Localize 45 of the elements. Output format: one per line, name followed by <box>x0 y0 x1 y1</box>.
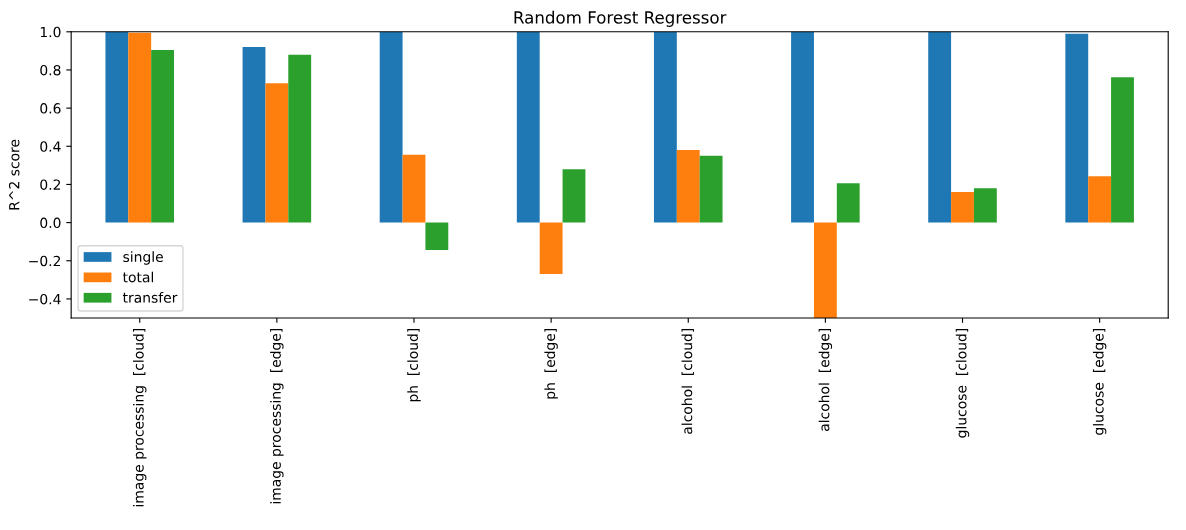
bar <box>951 192 974 223</box>
x-tick-label: glucose [edge] <box>1092 328 1107 435</box>
y-tick-label: 0.4 <box>40 141 61 152</box>
bar <box>791 31 814 223</box>
bar <box>402 154 426 223</box>
bar <box>265 83 289 223</box>
bar <box>539 222 563 275</box>
x-tick-label: alcohol [edge] <box>818 328 833 431</box>
bar <box>699 155 723 223</box>
bar <box>151 49 175 223</box>
y-tick-label: 0.0 <box>40 217 61 229</box>
x-tick-label: glucose [cloud] <box>955 328 970 438</box>
x-tick-label: ph [cloud] <box>407 328 421 402</box>
legend-label: total <box>122 271 154 283</box>
x-tick-label: image processing [cloud] <box>133 328 147 507</box>
y-tick-label: −0.4 <box>29 293 61 305</box>
bar <box>928 31 952 223</box>
x-tick-label: image processing [edge] <box>270 328 284 504</box>
bar <box>425 222 449 250</box>
y-tick-label: 0.2 <box>40 179 61 190</box>
bar <box>105 31 129 223</box>
bar <box>562 169 586 223</box>
x-tick-label: alcohol [cloud] <box>681 328 694 434</box>
bar <box>1065 33 1089 223</box>
bar <box>1088 176 1112 223</box>
bar <box>676 150 700 223</box>
y-axis-title: R^2 score <box>8 139 20 210</box>
bar <box>288 54 312 223</box>
legend-label: single <box>123 251 163 265</box>
bar <box>813 222 837 318</box>
y-tick-label: 1.0 <box>40 26 61 38</box>
chart-title: Random Forest Regressor <box>514 10 727 27</box>
bar <box>653 31 677 223</box>
bar <box>836 183 860 223</box>
bar <box>379 31 403 223</box>
y-tick-label: 0.6 <box>40 103 61 114</box>
bar <box>516 31 540 223</box>
x-tick-label: ph [edge] <box>544 328 558 399</box>
bar <box>242 47 266 223</box>
legend-label: transfer <box>122 292 178 303</box>
y-tick-label: 0.8 <box>40 64 61 76</box>
bar <box>128 32 152 223</box>
bar <box>1111 77 1134 223</box>
y-tick-label: −0.2 <box>29 255 61 267</box>
bar <box>973 188 997 223</box>
